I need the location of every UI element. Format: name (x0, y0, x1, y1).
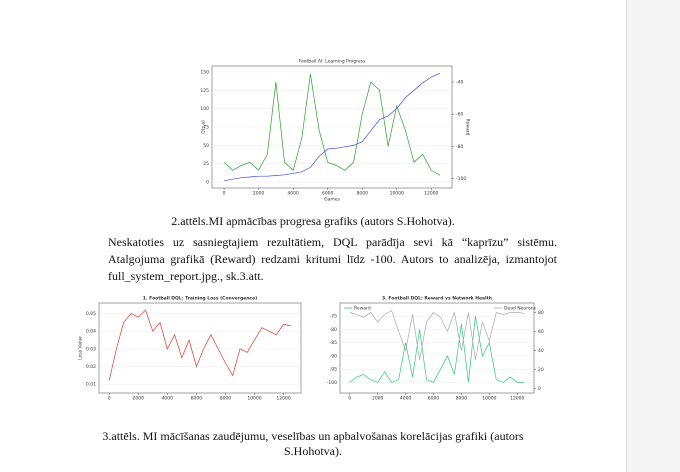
x-tick-label: 6000 (322, 191, 334, 197)
x-tick-label: 0 (348, 396, 351, 402)
y-tick-label: 125 (200, 88, 209, 94)
y-tick-label: 0.04 (86, 329, 96, 335)
x-tick-label: 2000 (133, 396, 145, 402)
x-tick-label: 12000 (276, 396, 290, 402)
y-axis-label: Loss Value (78, 336, 84, 360)
y2-tick-label: 20 (538, 367, 544, 373)
legend-label: Dead Neurons (504, 306, 537, 312)
plot-frame (98, 302, 302, 394)
x-tick-label: 2000 (372, 396, 384, 402)
x-tick-label: 4000 (400, 396, 412, 402)
x-tick-label: 6000 (428, 396, 440, 402)
x-tick-label: 4000 (287, 191, 299, 197)
x-tick-label: 0 (223, 191, 226, 197)
legend-label: Reward (354, 306, 371, 312)
figure-1: Football AI: Learning Progress 0 2000 4000 6… (200, 59, 471, 203)
y-tick-label: 0.01 (86, 382, 96, 388)
line: full_system_report.jpg., sk.3.att. (108, 269, 264, 283)
series-line (223, 73, 441, 176)
x-tick-label: 4000 (162, 396, 174, 402)
y-tick-label: 100 (200, 106, 209, 112)
side-strip (626, 0, 680, 472)
chart-title: Football AI: Learning Progress (299, 59, 366, 65)
series-line (224, 72, 441, 182)
y-tick-label: -95 (330, 367, 337, 373)
y-tick-label: 75 (203, 125, 209, 131)
x-tick-label: 2000 (253, 191, 265, 197)
y2-tick-label: -80 (456, 144, 463, 150)
y-tick-label: -80 (330, 327, 337, 333)
y-axis-label: Q(s,a) (201, 120, 207, 134)
y-tick-label: 0.05 (86, 311, 96, 317)
y2-tick-label: 40 (538, 348, 544, 354)
y2-tick-label: 60 (538, 329, 544, 335)
series-line (108, 309, 291, 381)
figure-2: 1. Football DQL: Training Loss (Converge… (78, 296, 302, 402)
x-axis-label: Games (324, 197, 340, 203)
caption-1: 2.attēls.MI apmācības progresa grafiks (… (171, 214, 455, 228)
y-tick-label: -85 (330, 340, 337, 346)
x-tick-label: 8000 (356, 191, 368, 197)
line: Atalgojuma grafikā (Reward) redzami krit… (108, 252, 557, 266)
x-tick-label: 6000 (191, 396, 203, 402)
y-tick-label: -75 (330, 314, 337, 320)
x-tick-label: 8000 (220, 396, 232, 402)
chart-title: 3. Football DQL: Reward vs Network Healt… (382, 296, 492, 302)
y-tick-label: 25 (203, 161, 209, 167)
y2-tick-label: 0 (538, 386, 541, 392)
x-tick-label: 0 (108, 396, 111, 402)
y-tick-label: 0.02 (86, 364, 96, 370)
x-tick-label: 10000 (390, 191, 404, 197)
chart-title: 1. Football DQL: Training Loss (Converge… (143, 296, 257, 302)
y-tick-label: 150 (200, 69, 209, 75)
x-tick-label: 12000 (510, 396, 524, 402)
y-tick-label: -90 (330, 353, 337, 359)
plot-frame (339, 302, 535, 394)
y-tick-label: -100 (327, 380, 337, 386)
line: Neskatoties uz sasniegtajiem rezultātiem… (108, 235, 557, 249)
y2-tick-label: -100 (456, 176, 466, 182)
x-tick-label: 12000 (424, 191, 438, 197)
x-tick-label: 10000 (247, 396, 261, 402)
caption-line: 3.attēls. MI mācīšanas zaudējumu, veselī… (102, 429, 524, 443)
y2-tick-label: -60 (456, 112, 463, 118)
series-line (349, 310, 525, 360)
y-tick-label: 0 (206, 180, 209, 186)
y2-axis-label: Reward (465, 119, 471, 136)
x-tick-label: 8000 (456, 396, 468, 402)
caption-line: S.Hohotva). (284, 444, 342, 458)
paragraph: Neskatoties uz sasniegtajiem rezultātiem… (108, 235, 557, 286)
figure-3: 3. Football DQL: Reward vs Network Healt… (327, 296, 544, 402)
series-line (349, 316, 525, 383)
y2-tick-label: -40 (456, 80, 463, 86)
y2-tick-label: 80 (538, 310, 544, 316)
x-tick-label: 10000 (482, 396, 496, 402)
caption-2: 3.attēls. MI mācīšanas zaudējumu, veselī… (0, 429, 626, 459)
y-tick-label: 50 (203, 143, 209, 149)
y-tick-label: 0.03 (86, 346, 96, 352)
